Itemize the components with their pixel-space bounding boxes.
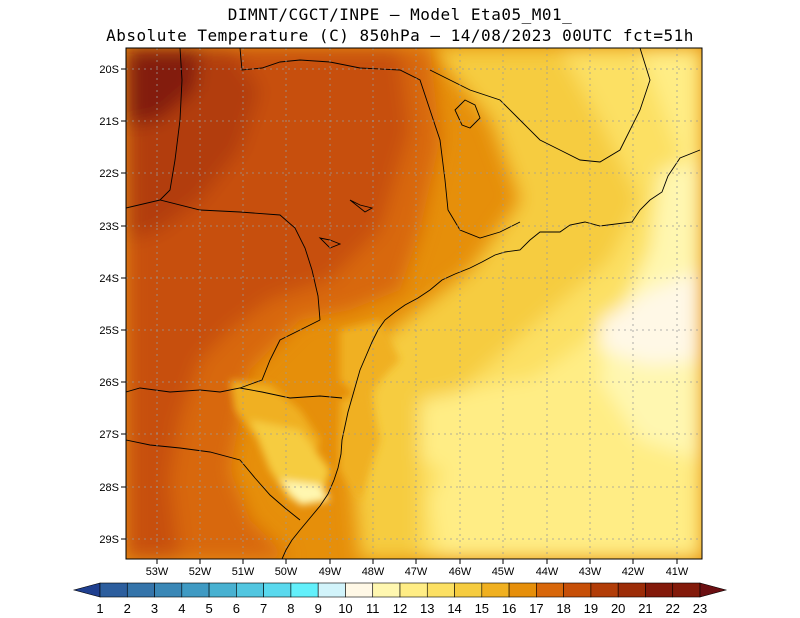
colorbar-swatch: [454, 582, 483, 598]
plot-frame: [125, 47, 703, 560]
colorbar: 1 2 3 4 5 6 7 8 9 10 11 12 13 14 15 16 17 18 19 20 21 22 23: [72, 582, 728, 616]
colorbar-label: 14: [447, 601, 461, 616]
colorbar-swatch: [317, 582, 346, 598]
latitude-labels: 20S 21S 22S 23S 24S 25S 26S 27S 28S 29S: [99, 64, 119, 546]
lat-label: 22S: [99, 168, 119, 180]
lat-label: 27S: [99, 429, 119, 441]
lat-lon-grid: [126, 48, 702, 559]
colorbar-label: 11: [366, 601, 380, 616]
lat-label: 20S: [99, 64, 119, 76]
lat-label: 23S: [99, 221, 119, 233]
colorbar-label: 12: [393, 601, 407, 616]
lat-label: 24S: [99, 273, 119, 285]
lon-label: 43W: [579, 566, 602, 578]
colorbar-label: 7: [260, 601, 267, 616]
lon-label: 41W: [666, 566, 689, 578]
lat-label: 29S: [99, 534, 119, 546]
colorbar-swatch: [236, 582, 264, 598]
axis-ticks: [121, 68, 678, 564]
colorbar-label: 15: [475, 601, 489, 616]
colorbar-swatch: [154, 582, 183, 598]
colorbar-label: 21: [638, 601, 652, 616]
colorbar-swatch: [617, 582, 646, 598]
colorbar-label: 6: [233, 601, 240, 616]
lon-label: 53W: [146, 566, 169, 578]
lat-label: 21S: [99, 116, 119, 128]
colorbar-swatch: [99, 582, 128, 598]
lon-label: 42W: [622, 566, 645, 578]
lon-label: 47W: [405, 566, 428, 578]
colorbar-label: 2: [124, 601, 131, 616]
colorbar-swatch: [345, 582, 374, 598]
colorbar-label: 22: [665, 601, 679, 616]
colorbar-swatch: [208, 582, 237, 598]
colorbar-label: 5: [205, 601, 212, 616]
colorbar-label: 3: [151, 601, 158, 616]
colorbar-label: 18: [556, 601, 570, 616]
colorbar-swatch: [563, 582, 592, 598]
colorbar-swatch: [426, 582, 455, 598]
colorbar-swatch: [536, 582, 564, 598]
temperature-field: [126, 48, 702, 559]
colorbar-label: 17: [529, 601, 543, 616]
colorbar-label: 8: [287, 601, 294, 616]
longitude-labels: 53W 52W 51W 50W 49W 48W 47W 46W 45W 44W …: [146, 566, 689, 578]
map-title-line-2: Absolute Temperature (C) 850hPa – 14/08/…: [106, 26, 694, 45]
colorbar-swatch: [399, 582, 428, 598]
colorbar-label: 9: [315, 601, 322, 616]
colorbar-swatch: [645, 582, 674, 598]
lon-label: 45W: [492, 566, 515, 578]
colorbar-swatch: [372, 582, 401, 598]
lon-label: 46W: [449, 566, 472, 578]
colorbar-swatch: [672, 582, 701, 598]
lon-label: 49W: [319, 566, 342, 578]
colorbar-swatch: [290, 582, 319, 598]
colorbar-swatch: [263, 582, 292, 598]
colorbar-swatch: [126, 582, 155, 598]
colorbar-label: 19: [584, 601, 598, 616]
colorbar-swatch: [508, 582, 537, 598]
lon-label: 52W: [189, 566, 212, 578]
colorbar-label: 20: [611, 601, 625, 616]
colorbar-label: 4: [178, 601, 185, 616]
colorbar-swatch: [481, 582, 510, 598]
lon-label: 48W: [362, 566, 385, 578]
lon-label: 44W: [536, 566, 559, 578]
colorbar-left-arrow: [72, 582, 101, 598]
colorbar-swatch: [181, 582, 210, 598]
colorbar-label: 1: [96, 601, 103, 616]
lat-label: 26S: [99, 377, 119, 389]
colorbar-label: 13: [420, 601, 434, 616]
lon-label: 50W: [275, 566, 298, 578]
lat-label: 25S: [99, 325, 119, 337]
colorbar-label: 16: [502, 601, 516, 616]
colorbar-label: 23: [693, 601, 707, 616]
coastline-and-borders: [126, 48, 701, 559]
colorbar-right-arrow: [699, 582, 728, 598]
map-title-line-1: DIMNT/CGCT/INPE – Model Eta05_M01_: [227, 5, 573, 24]
lat-label: 28S: [99, 482, 119, 494]
lon-label: 51W: [232, 566, 255, 578]
colorbar-swatch: [590, 582, 619, 598]
colorbar-label: 10: [338, 601, 352, 616]
